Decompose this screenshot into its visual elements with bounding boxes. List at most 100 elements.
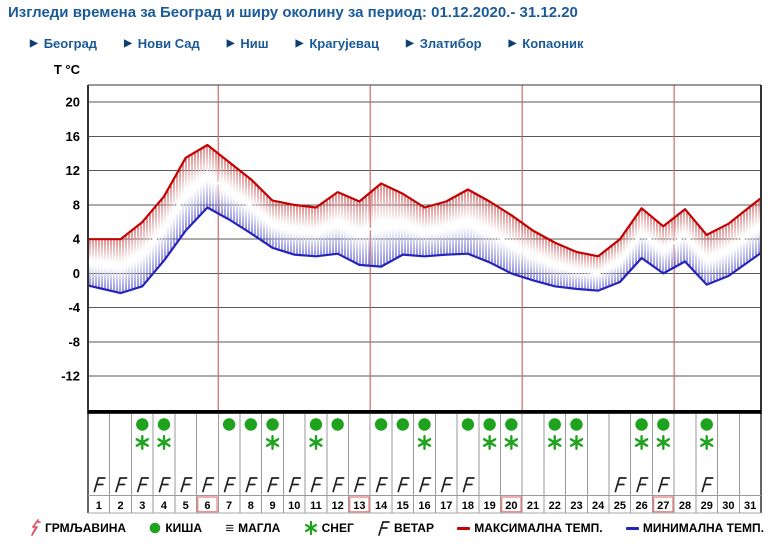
nav-link-label: Нови Сад <box>137 36 200 51</box>
wind-icon <box>245 477 258 493</box>
rain-icon <box>266 418 279 431</box>
svg-text:20: 20 <box>505 500 517 512</box>
rain-icon <box>374 418 388 431</box>
wind-icon <box>223 477 236 493</box>
arrow-right-icon: ▶ <box>405 37 414 49</box>
wind-icon <box>288 477 302 493</box>
nav-link-nis[interactable]: ▶ Ниш <box>227 36 269 51</box>
snow-icon <box>135 435 149 450</box>
svg-text:8: 8 <box>248 500 254 512</box>
snow-icon <box>265 435 280 450</box>
legend-label: КИША <box>165 521 203 535</box>
gridlines: 20 16 12 8 4 0 -4 -8 -12 <box>61 95 761 384</box>
legend-label: ВЕТАР <box>394 521 434 535</box>
day-strip <box>87 413 762 514</box>
svg-text:24: 24 <box>592 500 605 512</box>
rain-icon <box>418 418 431 431</box>
rain-icon <box>635 418 648 431</box>
min-temp-line-icon <box>625 526 639 530</box>
nav-link-zlatibor[interactable]: ▶ Златибор <box>406 36 482 51</box>
snow-icon <box>656 435 671 450</box>
svg-text:27: 27 <box>657 500 669 512</box>
svg-text:14: 14 <box>375 500 388 512</box>
snow-icon <box>548 435 562 450</box>
wind-icon <box>332 477 345 493</box>
chart-legend: ГРМЉАВИНА КИША ≡ МАГЛА СНЕГ <box>30 519 764 537</box>
rain-icon <box>461 418 475 431</box>
arrow-right-icon: ▶ <box>295 37 304 49</box>
svg-text:-12: -12 <box>61 369 80 384</box>
svg-text:23: 23 <box>570 500 582 512</box>
nav-link-label: Ниш <box>240 36 269 51</box>
rain-icon <box>222 418 236 431</box>
legend-item-min-temp: МИНИМАЛНА ТЕМП. <box>625 521 764 535</box>
svg-text:-4: -4 <box>68 300 80 315</box>
max-temp-line-icon <box>457 526 471 530</box>
legend-label: МАКСИМАЛНА ТЕМП. <box>474 521 603 535</box>
rain-icon <box>150 522 161 534</box>
arrow-right-icon: ▶ <box>226 37 235 49</box>
max-temp-line <box>88 143 762 258</box>
wind-icon <box>180 477 193 493</box>
rain-icon <box>396 418 409 431</box>
wind-icon <box>354 477 367 493</box>
rain-icon <box>309 418 323 431</box>
nav-link-label: Копаоник <box>522 36 584 51</box>
svg-text:1: 1 <box>96 500 102 512</box>
wind-icon <box>614 477 627 493</box>
svg-text:20: 20 <box>66 95 80 110</box>
wind-icon <box>701 477 714 493</box>
snow-icon <box>309 435 323 450</box>
nav-link-novi-sad[interactable]: ▶ Нови Сад <box>124 36 200 51</box>
wind-icon <box>657 477 671 493</box>
nav-link-beograd[interactable]: ▶ Београд <box>30 36 97 51</box>
svg-text:19: 19 <box>484 500 496 512</box>
nav-link-kopaonik[interactable]: ▶ Копаоник <box>509 36 584 51</box>
svg-text:21: 21 <box>527 500 539 512</box>
svg-text:9: 9 <box>269 500 275 512</box>
wind-icon <box>636 477 649 493</box>
wind-icon <box>158 477 171 493</box>
wind-icon <box>375 477 388 493</box>
legend-label: ГРМЉАВИНА <box>45 521 127 535</box>
thunder-icon <box>31 519 41 536</box>
legend-label: МАГЛА <box>238 521 281 535</box>
wind-icon <box>267 477 280 493</box>
rain-icon <box>331 418 344 431</box>
svg-text:12: 12 <box>66 163 80 178</box>
svg-text:10: 10 <box>288 500 300 512</box>
svg-text:0: 0 <box>73 266 80 281</box>
rain-icon <box>700 418 713 431</box>
snow-icon <box>504 435 519 450</box>
snow-icon <box>417 435 432 450</box>
rain-icon <box>548 418 561 431</box>
snow-icon <box>304 521 317 535</box>
rain-icon <box>157 418 171 431</box>
svg-text:T °C: T °C <box>54 62 81 77</box>
legend-item-wind: ВЕТАР <box>377 520 434 536</box>
week-gridlines <box>217 85 675 410</box>
legend-label: СНЕГ <box>321 521 354 535</box>
svg-text:16: 16 <box>418 500 430 512</box>
svg-text:3: 3 <box>139 500 145 512</box>
wind-icon <box>136 477 150 493</box>
wind-icon <box>310 477 323 493</box>
wind-icon <box>202 477 215 493</box>
snow-icon <box>157 435 171 450</box>
snow-icons <box>135 435 714 450</box>
nav-link-label: Златибор <box>419 36 482 51</box>
svg-text:28: 28 <box>679 500 691 512</box>
nav-link-kragujevac[interactable]: ▶ Крагујевац <box>296 36 379 51</box>
snow-icon <box>634 435 649 450</box>
arrow-right-icon: ▶ <box>124 37 132 49</box>
wind-icon <box>93 477 106 493</box>
svg-text:22: 22 <box>549 500 561 512</box>
nav-link-label: Београд <box>43 36 98 51</box>
wind-icon <box>397 477 410 493</box>
highlighted-day-boxes <box>197 496 674 513</box>
mean-temp-line <box>87 175 762 275</box>
svg-text:2: 2 <box>118 500 124 512</box>
arrow-right-icon: ▶ <box>30 37 38 49</box>
